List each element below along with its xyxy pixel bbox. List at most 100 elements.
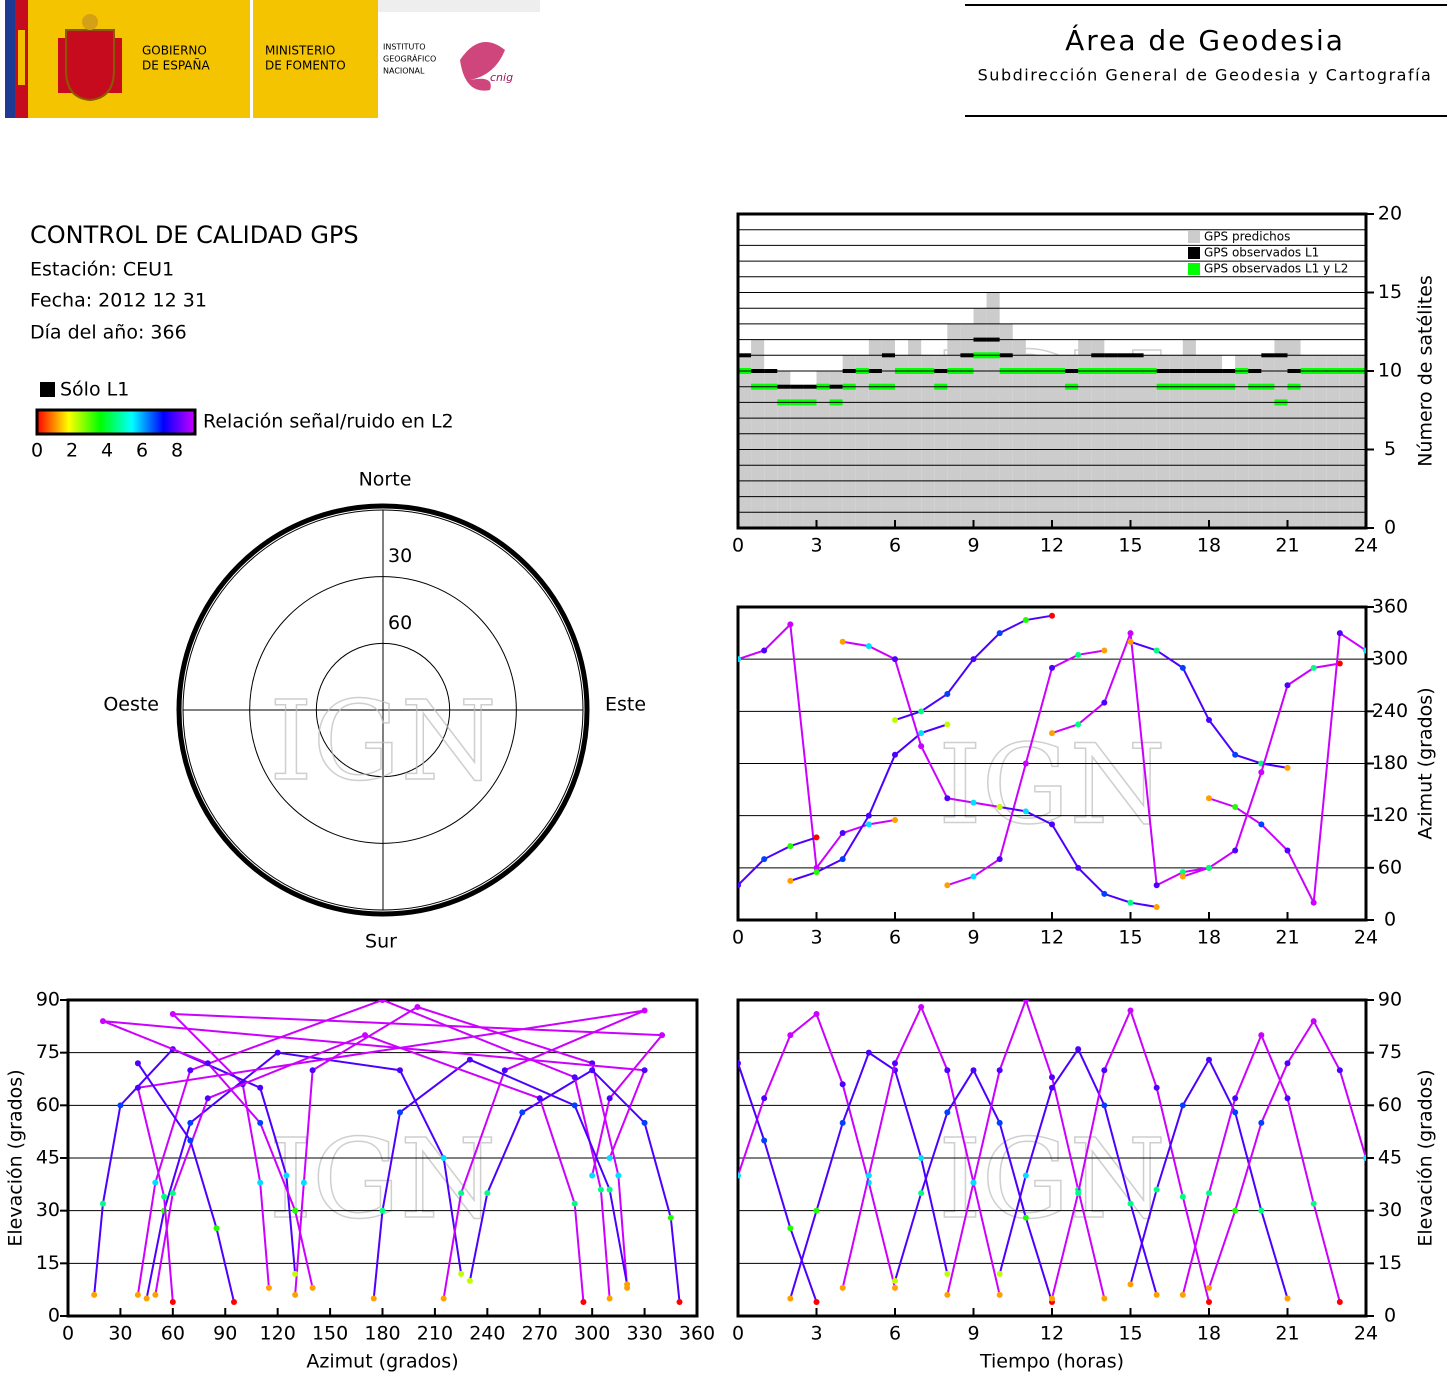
- track-point: [497, 847, 503, 853]
- x-tick-label: 24: [1354, 535, 1378, 557]
- track-point: [424, 586, 430, 592]
- watermark: IGN: [938, 720, 1166, 848]
- x-tick-label: 3: [810, 535, 822, 557]
- track-point: [1310, 1200, 1317, 1207]
- ring-label: 60: [388, 612, 412, 634]
- x-tick-label: 24: [1354, 927, 1378, 949]
- track-point: [524, 694, 530, 700]
- track-point: [1153, 1186, 1160, 1193]
- track-point: [918, 1190, 925, 1197]
- track-point: [839, 1081, 846, 1088]
- track-point: [513, 818, 519, 824]
- track-point: [274, 1049, 281, 1056]
- track-point: [944, 882, 951, 889]
- track-point: [187, 1137, 194, 1144]
- track-point: [204, 1095, 211, 1102]
- track-point: [500, 564, 506, 570]
- track-point: [570, 724, 576, 730]
- track-point: [606, 1295, 613, 1302]
- track-point: [571, 1200, 578, 1207]
- colorbar-label: Relación señal/ruido en L2: [203, 411, 454, 433]
- track-point: [1153, 1291, 1160, 1298]
- track-point: [169, 1298, 176, 1305]
- x-tick-label: 3: [810, 927, 822, 949]
- bar: [1209, 355, 1223, 528]
- track-point: [738, 656, 741, 663]
- bar: [1143, 355, 1157, 528]
- track-point: [1232, 1095, 1239, 1102]
- track-point: [265, 1284, 272, 1291]
- track-point: [344, 574, 350, 580]
- track-point: [416, 664, 422, 670]
- track-point: [1153, 647, 1160, 654]
- track-point: [1049, 664, 1055, 671]
- plot-frame: [736, 605, 1368, 922]
- track-point: [597, 1186, 604, 1193]
- track-point: [458, 1270, 465, 1277]
- legend-label: GPS predichos: [1204, 230, 1290, 244]
- track-point: [1179, 664, 1186, 671]
- y-tick-label: 30: [1378, 1199, 1402, 1221]
- track-point: [514, 573, 520, 579]
- track-point: [1206, 1298, 1212, 1305]
- track-point: [839, 638, 846, 645]
- track-point: [839, 1119, 846, 1126]
- track-point: [839, 856, 846, 863]
- track-point: [892, 751, 898, 758]
- track-point: [440, 1155, 447, 1161]
- track-point: [257, 1179, 264, 1186]
- track-point: [676, 1298, 683, 1305]
- track-point: [213, 1225, 220, 1232]
- track-point: [282, 638, 288, 644]
- info-text: Fecha: 2012 12 31: [30, 290, 207, 312]
- track-point: [1153, 903, 1160, 910]
- x-tick-label: 9: [967, 535, 979, 557]
- track-point: [99, 1200, 106, 1207]
- bar: [947, 323, 961, 528]
- track-point: [134, 1060, 141, 1067]
- x-tick-label: 90: [213, 1323, 237, 1345]
- track-point: [615, 1172, 622, 1179]
- track-point: [396, 1067, 403, 1074]
- track-point: [235, 586, 241, 592]
- legend-label: GPS observados L1 y L2: [1204, 262, 1348, 276]
- bar: [1104, 355, 1118, 528]
- track-point: [347, 519, 353, 525]
- track-point: [813, 1298, 820, 1305]
- bar: [803, 386, 817, 528]
- track-point: [1336, 660, 1343, 667]
- track-point: [1206, 717, 1212, 724]
- track-point: [918, 730, 925, 737]
- x-tick-label: 3: [810, 1323, 822, 1345]
- track-point: [1284, 1295, 1291, 1302]
- x-tick-label: 0: [62, 1323, 74, 1345]
- track: [1181, 1032, 1341, 1303]
- x-axis-label: Azimut (grados): [306, 1351, 458, 1373]
- x-tick-label: 360: [679, 1323, 715, 1345]
- x-tick-label: 18: [1197, 535, 1221, 557]
- track-point: [580, 1298, 587, 1305]
- legend-label: GPS observados L1: [1204, 246, 1319, 260]
- bar: [1065, 355, 1079, 528]
- info-title: CONTROL DE CALIDAD GPS: [30, 221, 359, 249]
- track-point: [257, 1119, 264, 1126]
- track-point: [1179, 1291, 1186, 1298]
- track-point: [738, 882, 741, 889]
- track-point: [892, 1060, 898, 1067]
- track-point: [1206, 795, 1212, 802]
- track-point: [1232, 847, 1239, 854]
- x-tick-label: 330: [626, 1323, 662, 1345]
- track-point: [787, 621, 794, 628]
- track-point: [370, 1295, 377, 1302]
- x-tick-label: 18: [1197, 1323, 1221, 1345]
- direction-label: Norte: [359, 469, 412, 491]
- bar: [1038, 355, 1052, 528]
- track-point: [257, 830, 263, 836]
- direction-label: Oeste: [103, 694, 159, 716]
- y-tick-label: 90: [1378, 989, 1402, 1011]
- track-point: [996, 1067, 1003, 1074]
- track-point: [523, 827, 529, 833]
- track-point: [264, 569, 270, 575]
- track-point: [466, 1277, 473, 1284]
